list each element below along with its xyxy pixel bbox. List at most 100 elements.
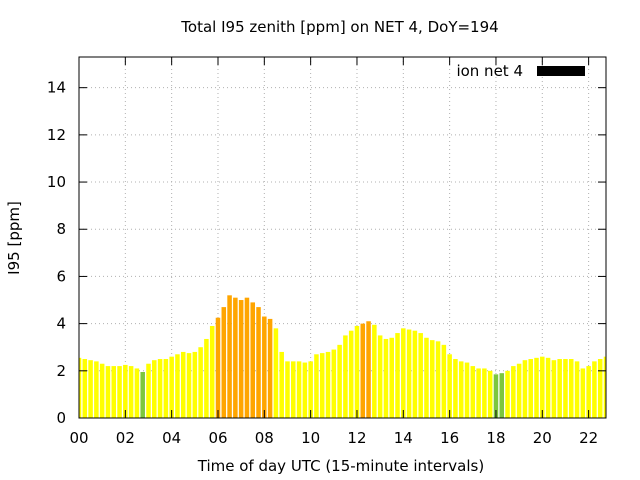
bar [128,366,134,418]
bar [99,363,105,418]
bar [568,359,574,418]
x-tick-label: 08 [255,429,274,447]
bar [424,337,429,418]
bar [377,335,383,418]
bar [580,368,586,418]
bar [267,318,273,418]
legend-swatch [537,66,585,76]
bar [169,356,174,418]
bar [545,357,551,418]
bar [325,351,331,418]
bar [389,337,394,418]
bar [180,351,186,418]
bar [204,338,209,418]
ticks [78,57,606,419]
bars [79,295,606,418]
bar [430,340,435,418]
y-tick-label: 6 [56,267,66,285]
bar [586,366,591,418]
bar [401,328,406,418]
plot-border [78,56,607,419]
bar [354,325,360,418]
bar [418,333,423,418]
bar [343,335,348,418]
bar [227,295,232,418]
bar [395,333,400,418]
bar [105,366,111,418]
bar [140,371,145,418]
bar [360,323,366,418]
bar [186,353,192,418]
bar [302,362,308,418]
bar [528,359,533,418]
x-tick-label: 06 [208,429,227,447]
bar [499,373,505,418]
x-tick-label: 02 [116,429,135,447]
bar [337,344,342,418]
x-tick-label: 12 [347,429,366,447]
y-tick-label: 12 [47,126,66,144]
x-tick-label: 20 [533,429,552,447]
bar [447,354,452,418]
bar [79,357,82,418]
x-tick-label: 10 [301,429,320,447]
bar [94,361,99,418]
bar [516,363,522,418]
bar [592,361,597,418]
x-axis-label: Time of day UTC (15-minute intervals) [197,457,484,475]
bar [406,329,412,418]
y-tick-label: 14 [47,79,66,97]
chart-title: Total I95 zenith [ppm] on NET 4, DoY=194 [180,18,498,36]
bar [233,297,238,418]
bar [453,359,458,418]
x-tick-label: 22 [579,429,598,447]
x-tick-label: 04 [162,429,181,447]
y-tick-label: 8 [56,220,66,238]
bar [464,362,470,418]
bar [412,330,418,418]
bar [366,321,371,418]
y-tick-label: 10 [47,173,66,191]
bar [348,330,354,418]
bar [441,344,447,418]
bar [273,328,279,418]
bar [215,317,221,418]
bar [256,307,261,418]
bar [435,341,441,418]
bar [563,359,568,418]
bar [163,359,169,418]
bar [117,366,122,418]
bar [372,324,377,418]
bar [458,361,464,418]
bar [511,366,516,418]
bar [314,354,319,418]
bar [493,374,499,418]
y-tick-label: 0 [56,409,66,427]
bar [88,360,93,418]
legend: ion net 4 [456,62,585,80]
x-tick-label: 00 [69,429,88,447]
bar [238,300,244,418]
bar [157,359,163,418]
bar [279,351,284,418]
bar [175,354,180,418]
bar [551,360,557,418]
bar [557,359,562,418]
bar [505,370,510,418]
bar [319,353,325,418]
bar [250,302,255,418]
bar [146,363,151,418]
bar [134,368,140,418]
bar [487,370,493,418]
bar [262,316,267,418]
bar [123,364,128,418]
y-axis-label: I95 [ppm] [5,201,23,275]
bar [522,360,528,418]
bar [331,349,337,418]
bar [383,338,389,418]
bar [470,366,476,418]
bar [476,368,481,418]
bar [152,360,157,418]
bar [192,351,198,418]
